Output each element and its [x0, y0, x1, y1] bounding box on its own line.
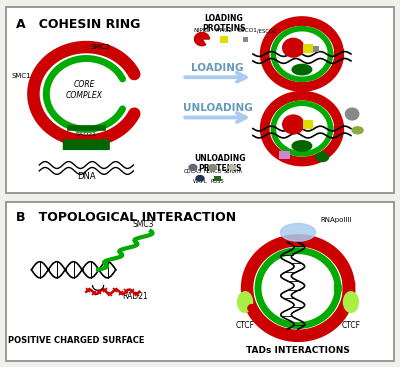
FancyBboxPatch shape [6, 202, 394, 361]
Ellipse shape [229, 165, 236, 170]
Text: RAD21: RAD21 [122, 292, 148, 301]
Circle shape [248, 264, 256, 272]
Ellipse shape [189, 164, 197, 170]
Ellipse shape [316, 153, 328, 161]
Wedge shape [194, 32, 210, 46]
Text: RNApolIII: RNApolIII [321, 217, 352, 223]
Ellipse shape [352, 127, 363, 134]
Text: UNLOADING: UNLOADING [183, 103, 252, 113]
Text: CTCF: CTCF [342, 321, 360, 330]
Circle shape [248, 305, 256, 312]
Text: LOADING: LOADING [191, 63, 244, 73]
Text: /ESCO2: /ESCO2 [257, 28, 276, 33]
Text: TADs INTERACTIONS: TADs INTERACTIONS [246, 346, 350, 355]
Text: CORE
COMPLEX: CORE COMPLEX [66, 80, 103, 101]
Text: A   COHESIN RING: A COHESIN RING [16, 18, 140, 30]
FancyBboxPatch shape [303, 120, 313, 129]
Ellipse shape [238, 292, 252, 312]
Ellipse shape [196, 175, 204, 181]
Text: LOADING
PROTEINS: LOADING PROTEINS [202, 14, 245, 33]
Text: STAG1/STAG2: STAG1/STAG2 [68, 142, 105, 147]
FancyBboxPatch shape [303, 44, 313, 53]
Text: CDCA5: CDCA5 [184, 169, 202, 174]
Text: ESCO1: ESCO1 [237, 28, 257, 33]
Text: PDS5: PDS5 [211, 179, 224, 184]
FancyBboxPatch shape [243, 37, 248, 42]
Text: SMC3: SMC3 [132, 220, 154, 229]
Text: B   TOPOLOGICAL INTERACTION: B TOPOLOGICAL INTERACTION [16, 211, 236, 224]
Ellipse shape [344, 292, 358, 312]
FancyBboxPatch shape [312, 46, 319, 51]
Ellipse shape [209, 164, 216, 170]
FancyBboxPatch shape [214, 176, 221, 181]
Circle shape [283, 39, 304, 57]
Ellipse shape [292, 64, 312, 75]
FancyBboxPatch shape [279, 152, 290, 159]
Ellipse shape [292, 141, 312, 151]
Text: UNLOADING
PROTEINS: UNLOADING PROTEINS [194, 153, 245, 173]
Text: NIPBL: NIPBL [193, 28, 210, 33]
Text: Sororin: Sororin [224, 169, 243, 174]
Text: MAU2: MAU2 [216, 28, 233, 33]
Circle shape [333, 315, 341, 323]
Text: CTCF: CTCF [236, 321, 254, 330]
Ellipse shape [280, 224, 316, 241]
Text: WAPL: WAPL [193, 179, 207, 184]
Text: POSITIVE CHARGED SURFACE: POSITIVE CHARGED SURFACE [8, 336, 145, 345]
FancyBboxPatch shape [63, 139, 110, 150]
Circle shape [346, 108, 359, 120]
Text: DNA: DNA [77, 172, 96, 181]
Circle shape [283, 115, 304, 134]
FancyBboxPatch shape [220, 36, 228, 43]
Text: HDAC8: HDAC8 [204, 169, 222, 174]
Text: SMC3: SMC3 [90, 44, 110, 50]
FancyBboxPatch shape [6, 7, 394, 193]
Text: SMC1: SMC1 [12, 73, 32, 79]
Circle shape [336, 257, 344, 264]
Text: RAD21: RAD21 [76, 131, 97, 137]
